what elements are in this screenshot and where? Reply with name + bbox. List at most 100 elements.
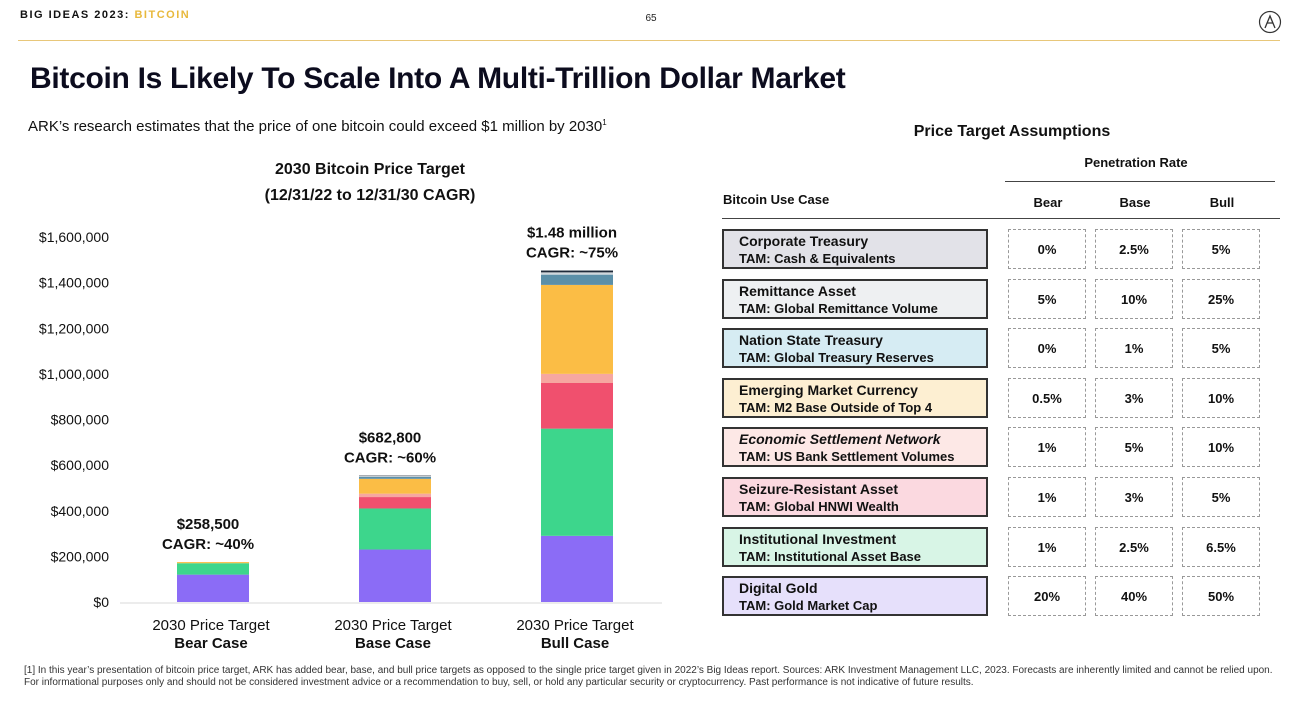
bar-total-cagr: CAGR: ~75% bbox=[526, 245, 618, 262]
bar-total-price: $258,500 bbox=[177, 516, 240, 533]
use-case-tam: TAM: Institutional Asset Base bbox=[739, 549, 922, 564]
use-case-cell: Nation State Treasury TAM: Global Treasur… bbox=[722, 328, 988, 368]
penetration-rate-cell: 1% bbox=[1008, 477, 1086, 517]
penetration-rate-cell: 5% bbox=[1095, 427, 1173, 467]
penetration-rate-header: Penetration Rate bbox=[1084, 155, 1188, 170]
bar-segment-digital-gold bbox=[177, 574, 249, 602]
penetration-rate-cell: 10% bbox=[1182, 378, 1260, 418]
penetration-header-rule bbox=[1005, 181, 1275, 182]
penetration-rate-cell: 0% bbox=[1008, 328, 1086, 368]
bar-segment-institutional-investment bbox=[177, 563, 249, 575]
subtitle-footnote-ref: 1 bbox=[602, 118, 607, 127]
penetration-rate-cell: 5% bbox=[1008, 279, 1086, 319]
use-case-cell: Digital Gold TAM: Gold Market Cap bbox=[722, 576, 988, 616]
use-case-cell: Remittance Asset TAM: Global Remittance V… bbox=[722, 279, 988, 319]
brand-topic: BITCOIN bbox=[134, 9, 191, 21]
use-case-cell: Seizure-Resistant Asset TAM: Global HNWI … bbox=[722, 477, 988, 517]
use-case-name: Emerging Market Currency bbox=[739, 382, 918, 398]
use-case-name: Nation State Treasury bbox=[739, 332, 883, 348]
page-title: Bitcoin Is Likely To Scale Into A Multi-… bbox=[30, 62, 846, 95]
penetration-rate-cell: 1% bbox=[1008, 427, 1086, 467]
bar-total-cagr: CAGR: ~40% bbox=[162, 536, 254, 553]
penetration-rate-cell: 50% bbox=[1182, 576, 1260, 616]
use-case-name: Remittance Asset bbox=[739, 283, 856, 299]
penetration-rate-cell: 2.5% bbox=[1095, 229, 1173, 269]
bar-segment-seizure-resistant-asset bbox=[359, 497, 431, 509]
y-tick-label: $1,000,000 bbox=[39, 366, 109, 382]
brand-label: BIG IDEAS 2023: BITCOIN bbox=[20, 9, 190, 21]
x-category-case: Bull Case bbox=[541, 635, 609, 652]
brand-prefix: BIG IDEAS 2023: bbox=[20, 9, 130, 21]
y-tick-label: $1,400,000 bbox=[39, 275, 109, 291]
y-tick-label: $200,000 bbox=[51, 548, 110, 564]
bar-segment-emerging-market-currency bbox=[359, 478, 431, 494]
penetration-rate-cell: 5% bbox=[1182, 477, 1260, 517]
penetration-rate-cell: 10% bbox=[1095, 279, 1173, 319]
column-header-bull: Bull bbox=[1209, 195, 1235, 210]
column-header-bear: Bear bbox=[1033, 195, 1063, 210]
y-axis: $0 $200,000 $400,000 $600,000 $800,000 $1,000… bbox=[39, 229, 109, 610]
bar-segment-emerging-market-currency bbox=[541, 284, 613, 374]
bar-segment-corporate-treasury bbox=[541, 270, 613, 273]
footnote: [1] In this year’s presentation of bitco… bbox=[24, 665, 1273, 688]
bar-segment-nation-state-treasury bbox=[359, 476, 431, 479]
penetration-rate-cell: 1% bbox=[1008, 527, 1086, 567]
penetration-rate-cell: 40% bbox=[1095, 576, 1173, 616]
page-subtitle: ARK’s research estimates that the price … bbox=[28, 118, 607, 135]
ark-logo-icon bbox=[1258, 10, 1282, 34]
x-category-case: Base Case bbox=[355, 635, 431, 652]
chart-subtitle: (12/31/22 to 12/31/30 CAGR) bbox=[265, 187, 476, 204]
penetration-rate-cell: 25% bbox=[1182, 279, 1260, 319]
y-tick-label: $800,000 bbox=[51, 412, 110, 428]
bar-segment-institutional-investment bbox=[359, 508, 431, 550]
use-case-name: Digital Gold bbox=[739, 580, 818, 596]
bar-segment-economic-settlement-network bbox=[359, 493, 431, 498]
penetration-rate-cell: 2.5% bbox=[1095, 527, 1173, 567]
bar-segment-remittance-asset bbox=[359, 476, 431, 477]
y-tick-label: $1,200,000 bbox=[39, 320, 109, 336]
bar-segment-nation-state-treasury bbox=[541, 274, 613, 285]
price-target-chart: 2030 Bitcoin Price Target (12/31/22 to 1… bbox=[39, 161, 662, 652]
x-category-case: Bear Case bbox=[174, 635, 247, 652]
use-case-cell: Institutional Investment TAM: Institution… bbox=[722, 527, 988, 567]
use-case-cell: Emerging Market Currency TAM: M2 Base Out… bbox=[722, 378, 988, 418]
y-tick-label: $1,600,000 bbox=[39, 229, 109, 245]
use-case-tam: TAM: Global HNWI Wealth bbox=[739, 499, 899, 514]
bar-segment-seizure-resistant-asset bbox=[541, 383, 613, 429]
bar-segment-economic-settlement-network bbox=[541, 373, 613, 383]
use-case-cell: Economic Settlement Network TAM: US Bank … bbox=[722, 427, 988, 467]
use-case-tam: TAM: Gold Market Cap bbox=[739, 598, 878, 613]
penetration-rate-cell: 6.5% bbox=[1182, 527, 1260, 567]
bar-segment-emerging-market-currency bbox=[177, 562, 249, 564]
use-case-tam: TAM: M2 Base Outside of Top 4 bbox=[739, 400, 933, 415]
use-case-name: Corporate Treasury bbox=[739, 233, 869, 249]
bar-segment-digital-gold bbox=[541, 535, 613, 602]
table-title: Price Target Assumptions bbox=[913, 123, 1111, 140]
bar-total-labels: $258,500 CAGR: ~40% $682,800 CAGR: ~60% $1.4… bbox=[162, 225, 618, 554]
x-category-label: 2030 Price Target bbox=[152, 617, 270, 634]
use-case-name: Seizure-Resistant Asset bbox=[739, 481, 898, 497]
y-tick-label: $0 bbox=[93, 594, 109, 610]
use-case-tam: TAM: Cash & Equivalents bbox=[739, 251, 896, 266]
bar-total-price: $1.48 million bbox=[527, 225, 617, 242]
use-case-tam: TAM: Global Treasury Reserves bbox=[739, 350, 934, 365]
penetration-rate-cell: 5% bbox=[1182, 328, 1260, 368]
y-tick-label: $600,000 bbox=[51, 457, 110, 473]
penetration-rate-cell: 3% bbox=[1095, 378, 1173, 418]
use-case-name: Economic Settlement Network bbox=[739, 431, 941, 447]
table-header-rule bbox=[722, 218, 1280, 219]
bars-group bbox=[177, 270, 613, 602]
use-case-tam: TAM: Global Remittance Volume bbox=[739, 301, 938, 316]
penetration-rate-cell: 20% bbox=[1008, 576, 1086, 616]
penetration-rate-cell: 10% bbox=[1182, 427, 1260, 467]
page-number: 65 bbox=[645, 13, 657, 24]
use-case-cell: Corporate Treasury TAM: Cash & Equivalent… bbox=[722, 229, 988, 269]
use-case-header: Bitcoin Use Case bbox=[723, 192, 830, 207]
use-case-tam: TAM: US Bank Settlement Volumes bbox=[739, 449, 955, 464]
bar-total-price: $682,800 bbox=[359, 430, 422, 447]
penetration-rate-cell: 3% bbox=[1095, 477, 1173, 517]
y-tick-label: $400,000 bbox=[51, 503, 110, 519]
header-divider bbox=[18, 40, 1280, 41]
bar-segment-institutional-investment bbox=[541, 428, 613, 536]
